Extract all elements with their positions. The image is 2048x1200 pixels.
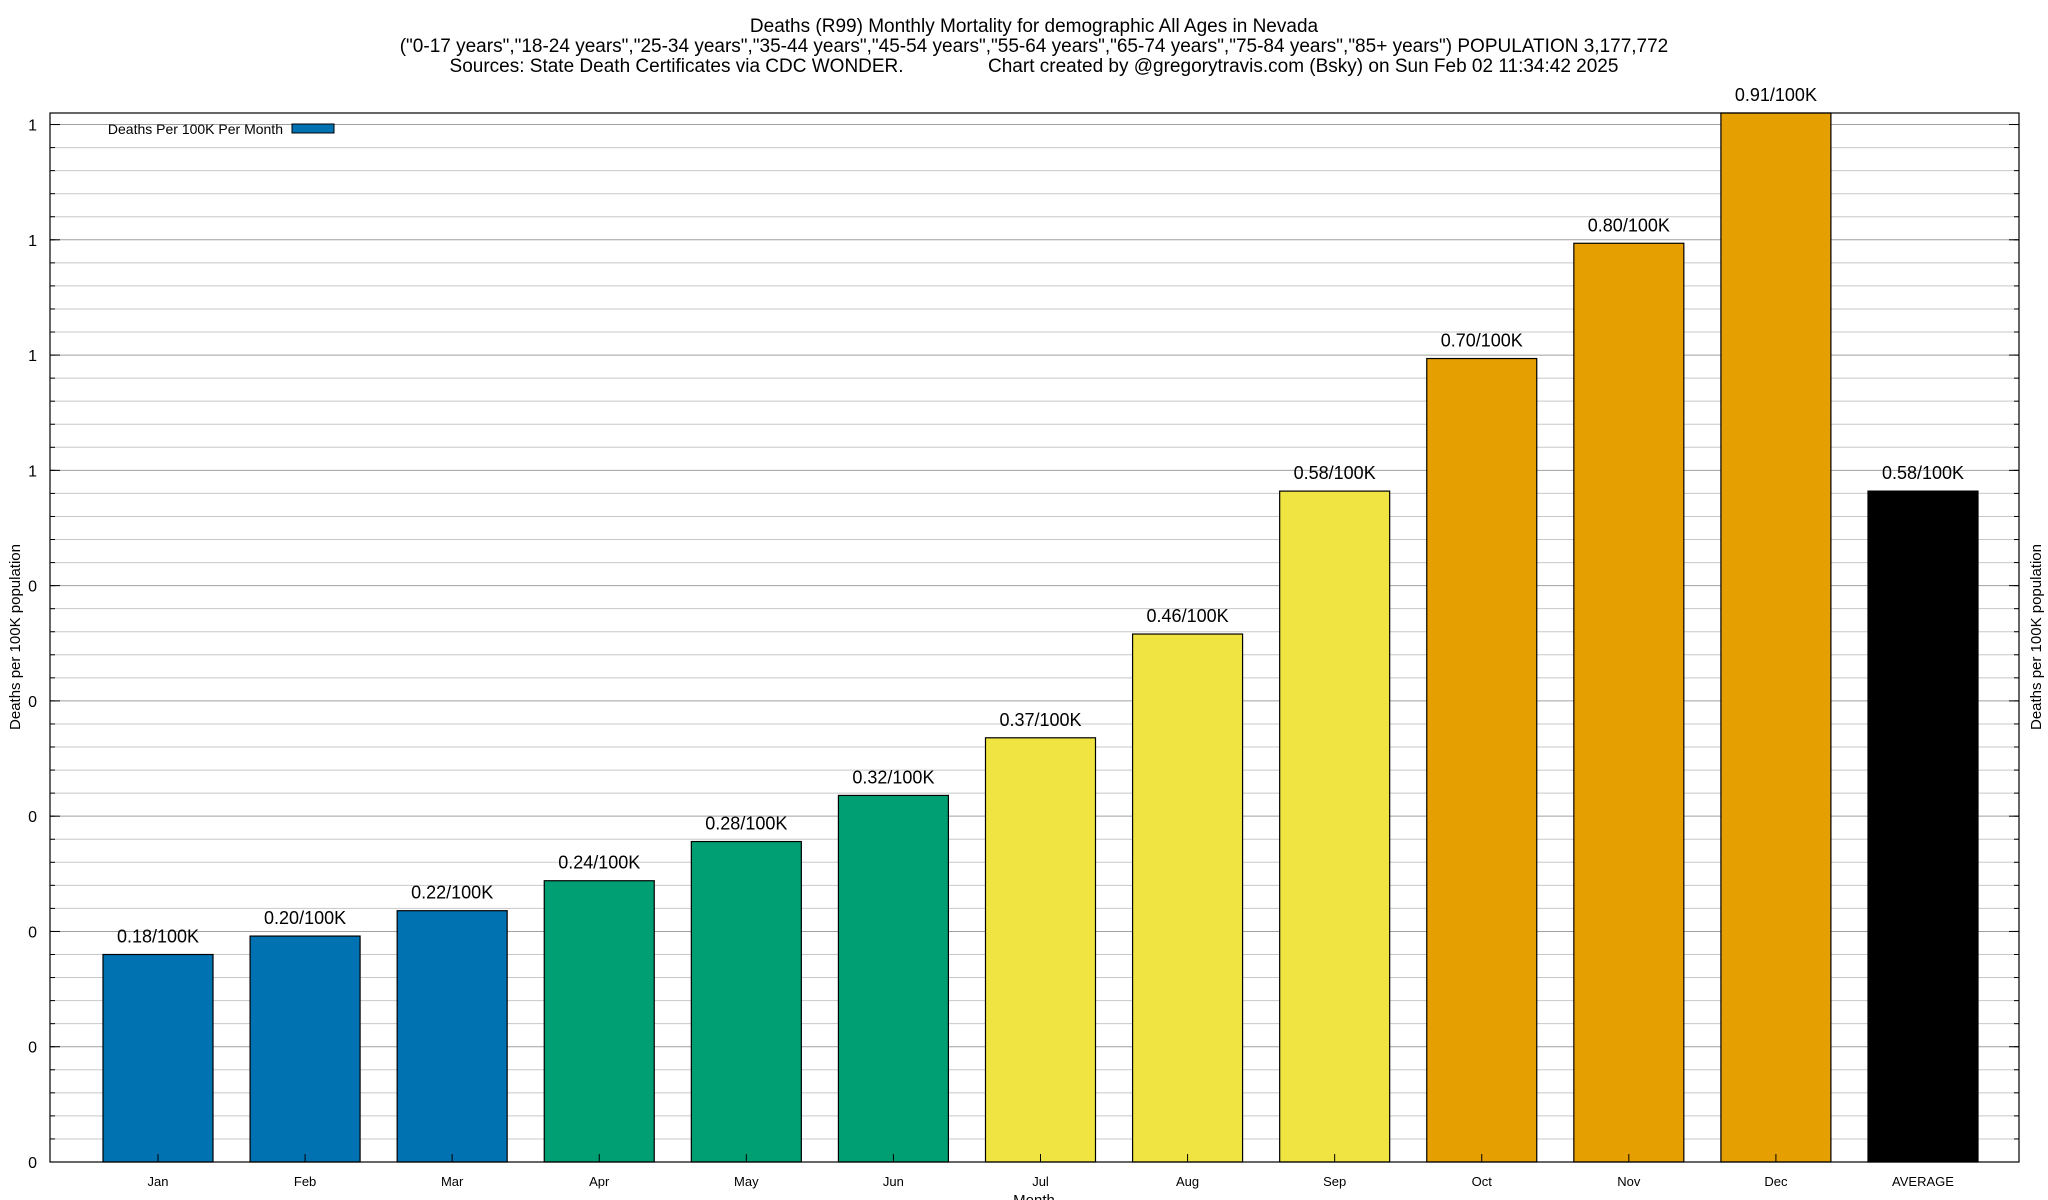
bar-data-label: 0.70/100K — [1441, 331, 1523, 351]
chart-title-line-2: ("0-17 years","18-24 years","25-34 years… — [400, 36, 1669, 57]
bar — [396, 910, 508, 1163]
x-tick-label: Oct — [1472, 1174, 1493, 1189]
y-tick-label: 1 — [28, 463, 37, 480]
x-tick-label: AVERAGE — [1892, 1174, 1954, 1189]
chart-title-line-3: Sources: State Death Certificates via CD… — [450, 56, 1619, 77]
y-axis-label-left: Deaths per 100K population — [7, 544, 24, 730]
bar — [102, 953, 214, 1163]
x-tick-label: May — [734, 1174, 759, 1189]
label-layer: 0 0 0 0 0 0 1 1 1 1 0.18/100K Jan 0.20/100K Feb 0.22/1… — [28, 85, 1964, 1189]
x-tick-label: Sep — [1323, 1174, 1346, 1189]
bar — [984, 737, 1097, 1163]
bar — [837, 794, 950, 1163]
legend-label: Deaths Per 100K Per Month — [108, 121, 283, 137]
x-tick-label: Jun — [883, 1174, 904, 1189]
bar-data-label: 0.58/100K — [1882, 463, 1964, 483]
bar-data-label: 0.22/100K — [411, 883, 493, 903]
x-tick-label: Dec — [1764, 1174, 1788, 1189]
y-tick-label: 0 — [28, 1040, 37, 1057]
legend: Deaths Per 100K Per Month — [108, 121, 335, 137]
bar-data-label: 0.18/100K — [117, 927, 199, 947]
x-axis-label: Month — [1013, 1192, 1055, 1200]
x-tick-label: Jul — [1032, 1174, 1049, 1189]
legend-swatch — [291, 123, 335, 134]
bar — [1573, 242, 1685, 1163]
bar-data-label: 0.80/100K — [1588, 215, 1670, 235]
bar-data-label: 0.58/100K — [1294, 463, 1376, 483]
bar — [1426, 357, 1538, 1163]
y-tick-label: 0 — [28, 809, 37, 826]
x-tick-label: Feb — [294, 1174, 316, 1189]
chart-title-line-1: Deaths (R99) Monthly Mortality for demog… — [750, 16, 1319, 37]
y-tick-label: 0 — [28, 924, 37, 941]
y-tick-label: 1 — [28, 233, 37, 250]
x-tick-label: Nov — [1617, 1174, 1641, 1189]
x-tick-label: Apr — [589, 1174, 610, 1189]
x-tick-label: Aug — [1176, 1174, 1199, 1189]
tick-layer — [50, 124, 2019, 1163]
bar — [690, 840, 802, 1163]
y-tick-label: 0 — [28, 1155, 37, 1172]
bar — [543, 880, 655, 1163]
x-tick-label: Mar — [441, 1174, 464, 1189]
y-tick-label: 1 — [28, 348, 37, 365]
bar-data-label: 0.91/100K — [1735, 85, 1817, 105]
y-tick-label: 0 — [28, 579, 37, 596]
bar-data-label: 0.20/100K — [264, 908, 346, 928]
plot-frame — [49, 112, 2020, 1163]
y-axis-label-right: Deaths per 100K population — [2028, 544, 2045, 730]
bar-data-label: 0.46/100K — [1147, 606, 1229, 626]
bar — [249, 935, 361, 1163]
bar — [1131, 633, 1244, 1163]
bar — [1720, 112, 1832, 1163]
bar-layer — [102, 112, 1979, 1163]
y-tick-label: 1 — [28, 118, 37, 135]
bar — [1867, 490, 1979, 1163]
bar-data-label: 0.24/100K — [558, 853, 640, 873]
bar — [1279, 490, 1391, 1163]
x-tick-label: Jan — [148, 1174, 169, 1189]
bar-data-label: 0.32/100K — [852, 767, 934, 787]
bar-data-label: 0.28/100K — [705, 814, 787, 834]
bar-data-label: 0.37/100K — [999, 710, 1081, 730]
y-tick-label: 0 — [28, 694, 37, 711]
